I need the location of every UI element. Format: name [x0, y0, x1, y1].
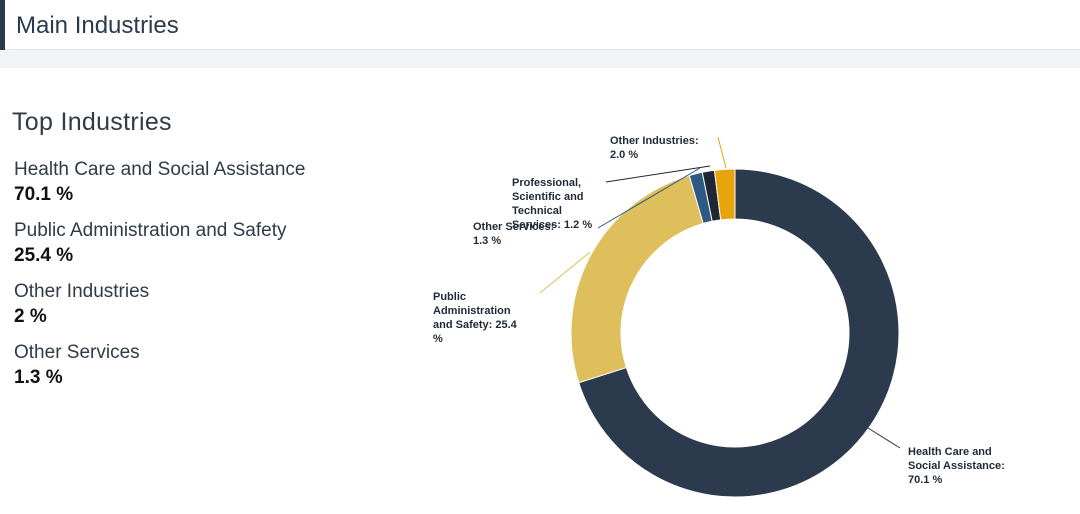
slice-label-line: Administration [433, 305, 511, 317]
slice-label: Public Administration and Safety: 25.4% [433, 291, 518, 345]
slice-label-line: Other Industries: [610, 135, 699, 147]
slice-label-line: Services: 1.2 % [512, 219, 592, 231]
industry-list: Health Care and Social Assistance 70.1 %… [14, 158, 374, 402]
slice-label: Health Care and Social Assistance: 70.1 % [908, 446, 1005, 486]
industry-name: Health Care and Social Assistance [14, 159, 306, 180]
industry-value: 25.4 % [14, 245, 74, 266]
slice-label-line: Technical [512, 205, 562, 217]
industry-value: 70.1 % [14, 184, 74, 205]
industry-value: 1.3 % [14, 367, 63, 388]
content-panel: Top Industries Health Care and Social As… [0, 68, 1080, 514]
page-title: Main Industries [16, 12, 179, 39]
slice-label: Professional, Scientific and Technical Serv… [512, 177, 592, 231]
industry-item-public-administration: Public Administration and Safety 25.4 % [14, 219, 374, 280]
slice-leader-line [539, 251, 591, 294]
industry-item-health-care: Health Care and Social Assistance 70.1 % [14, 158, 374, 219]
slice-leader-line [867, 427, 901, 449]
header-accent-bar [0, 0, 5, 50]
industry-name: Other Industries [14, 281, 150, 302]
donut-slice[interactable] [578, 168, 900, 498]
slice-label-line: Public [433, 291, 466, 303]
industry-item-other-industries: Other Industries 2 % [14, 280, 374, 341]
industry-name: Public Administration and Safety [14, 220, 287, 241]
section-title: Top Industries [12, 108, 172, 136]
donut-slice[interactable] [713, 168, 736, 221]
slice-leader-line [605, 165, 711, 183]
slice-leader-line [717, 136, 727, 169]
slice-label-line: 2.0 % [610, 149, 638, 161]
slice-label-line: Other Services: [473, 221, 554, 233]
slice-label-line: 70.1 % [908, 474, 942, 486]
slice-label: Other Industries: 2.0 % [610, 135, 699, 161]
slice-label-line: and Safety: 25.4 [433, 319, 518, 331]
page-header: Main Industries [0, 0, 1080, 50]
industry-item-other-services: Other Services 1.3 % [14, 341, 374, 402]
donut-slice[interactable] [570, 174, 704, 384]
slice-label-line: 1.3 % [473, 235, 501, 247]
slice-label: Other Services: 1.3 % [473, 221, 554, 247]
slice-leader-line [597, 167, 701, 229]
slice-label-line: % [433, 333, 443, 345]
slice-label-line: Professional, [512, 177, 581, 189]
slice-label-line: Social Assistance: [908, 460, 1005, 472]
industry-name: Other Services [14, 342, 140, 363]
slice-label-line: Scientific and [512, 191, 584, 203]
industry-value: 2 % [14, 306, 47, 327]
slice-label-line: Health Care and [908, 446, 992, 458]
